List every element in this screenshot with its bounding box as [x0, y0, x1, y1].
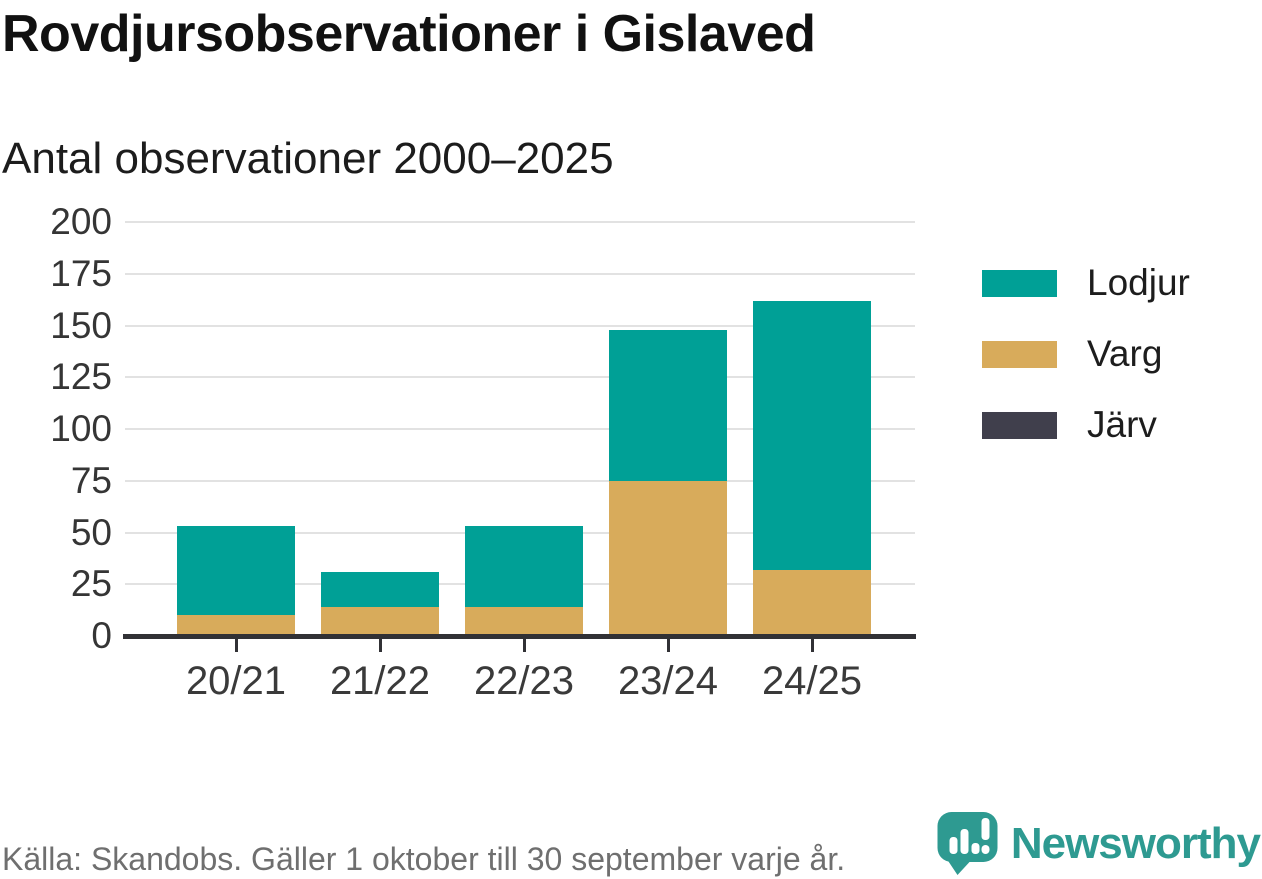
- bar-23/24: [609, 329, 727, 636]
- segment-lodjur: [753, 300, 871, 570]
- segment-lodjur: [609, 329, 727, 481]
- x-tick: [378, 639, 382, 652]
- brand-lockup: Newsworthy: [937, 812, 1261, 875]
- gridline-200: [125, 221, 915, 223]
- segment-varg: [465, 607, 583, 636]
- segment-lodjur: [465, 526, 583, 608]
- segment-lodjur: [177, 526, 295, 616]
- source-note: Källa: Skandobs. Gäller 1 oktober till 3…: [2, 841, 846, 877]
- x-tick: [234, 639, 238, 652]
- legend-swatch: [982, 340, 1057, 368]
- x-tick: [810, 639, 814, 652]
- segment-varg: [177, 615, 295, 636]
- bar-21/22: [321, 571, 439, 636]
- bar-22/23: [465, 526, 583, 636]
- legend-label: Varg: [1087, 333, 1163, 374]
- x-tick-label: 20/21: [185, 659, 287, 703]
- y-tick-label: 100: [50, 408, 112, 449]
- legend-swatch: [982, 411, 1057, 439]
- y-tick-label: 75: [70, 459, 112, 501]
- y-axis-labels: 0 25 50 75 100 125 150 175 200: [0, 203, 112, 655]
- x-axis-line: [123, 634, 916, 639]
- gridline-100: [125, 428, 915, 430]
- legend-swatch: [982, 269, 1057, 297]
- chart-title: Rovdjursobservationer i Gislaved: [2, 5, 816, 63]
- y-tick-label: 200: [50, 201, 112, 242]
- legend: Lodjur Varg Järv: [982, 262, 1190, 475]
- legend-item-lodjur: Lodjur: [982, 262, 1190, 304]
- x-tick-label: 24/25: [761, 659, 863, 703]
- gridline-75: [125, 479, 915, 482]
- y-tick-label: 25: [70, 563, 112, 605]
- bar-20/21: [177, 526, 295, 636]
- y-tick-label: 0: [91, 615, 112, 656]
- gridline-175: [125, 272, 915, 275]
- newsworthy-logo-icon: [937, 812, 998, 875]
- brand-name: Newsworthy: [1010, 818, 1261, 868]
- chart-subtitle: Antal observationer 2000–2025: [2, 134, 614, 183]
- legend-item-järv: Järv: [982, 404, 1190, 446]
- x-axis-labels: 20/21 21/22 22/23 23/24 24/25: [125, 639, 915, 719]
- segment-varg: [609, 480, 727, 636]
- legend-label: Lodjur: [1087, 262, 1190, 303]
- segment-varg: [753, 569, 871, 636]
- y-tick-label: 125: [50, 356, 112, 398]
- segment-varg: [321, 607, 439, 636]
- gridline-125: [125, 376, 915, 379]
- plot-area: [125, 221, 915, 636]
- y-tick-label: 175: [50, 252, 112, 294]
- y-tick-label: 50: [70, 511, 112, 553]
- x-tick: [666, 639, 670, 652]
- x-tick-label: 22/23: [473, 659, 575, 703]
- gridline-150: [125, 324, 915, 327]
- x-tick-label: 21/22: [329, 659, 431, 703]
- x-tick: [522, 639, 526, 652]
- y-tick-label: 150: [50, 304, 112, 346]
- segment-lodjur: [321, 571, 439, 608]
- bar-24/25: [753, 300, 871, 636]
- legend-label: Järv: [1087, 404, 1157, 445]
- x-tick-label: 23/24: [617, 659, 719, 703]
- legend-item-varg: Varg: [982, 333, 1190, 375]
